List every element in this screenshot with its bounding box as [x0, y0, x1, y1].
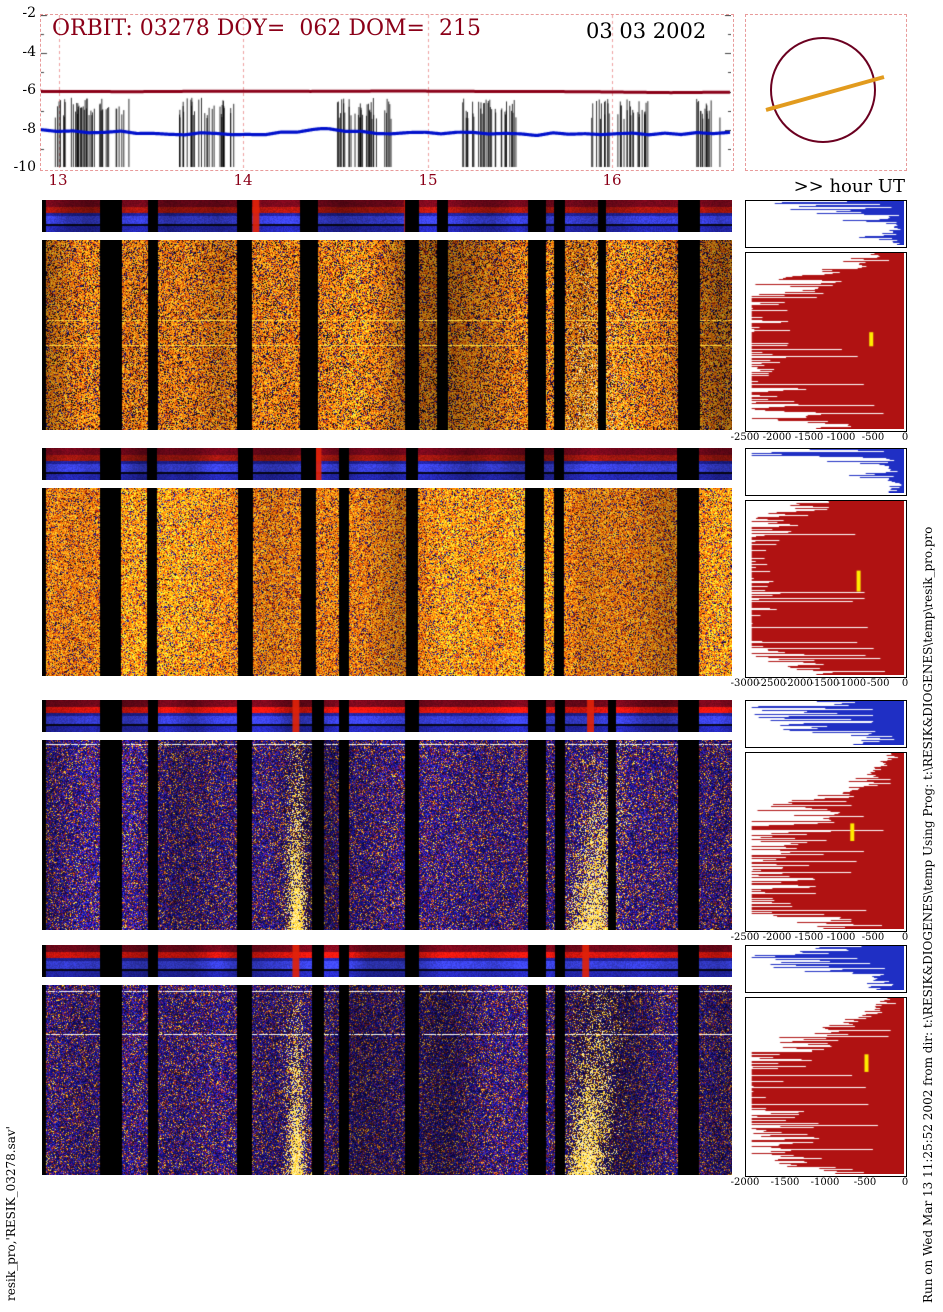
axis-tick-label: -1000 [826, 932, 856, 943]
spectrogram-canvas [42, 240, 732, 430]
y-tick-label: -8 [22, 121, 36, 137]
hour-ut-label: >> hour UT [793, 176, 905, 197]
blue-histogram-panel [745, 200, 907, 248]
y-tick-label: -2 [22, 5, 36, 21]
date-label: 03 03 2002 [586, 19, 707, 43]
blue-histogram-canvas [746, 449, 904, 493]
axis-tick-label: -1500 [794, 432, 824, 443]
axis-tick-label: -1500 [810, 678, 840, 689]
axis-tick-label: -2500 [757, 678, 787, 689]
axis-tick-label: -1000 [837, 678, 867, 689]
axis-tick-label: 0 [901, 678, 909, 689]
axis-tick-label: -500 [853, 1177, 877, 1188]
strip-spectrogram-canvas [42, 200, 732, 232]
red-histogram-canvas [746, 501, 904, 675]
axis-tick-label: -1000 [810, 1177, 840, 1188]
strip-spectrogram-canvas [42, 700, 732, 732]
axis-tick-label: -2000 [762, 432, 792, 443]
axis-tick-label: -2000 [783, 678, 813, 689]
run-info-footnote: Run on Wed Mar 13 11:25:52 2002 from dir… [921, 526, 935, 1303]
axis-tick-label: -500 [867, 678, 890, 689]
red-histogram-canvas [746, 753, 904, 929]
spectrogram-canvas [42, 985, 732, 1175]
axis-tick-label: 0 [901, 932, 909, 943]
axis-tick-label: -1500 [794, 932, 824, 943]
axis-tick-label: 0 [901, 432, 909, 443]
strip-spectrogram-canvas [42, 945, 732, 977]
hour-tick-label: 13 [48, 171, 68, 189]
axis-tick-label: -500 [861, 432, 885, 443]
hour-tick-label: 15 [418, 171, 438, 189]
solar-disk-panel [745, 14, 907, 171]
red-histogram-panel [745, 997, 907, 1177]
blue-histogram-panel [745, 700, 907, 748]
axis-tick-label: 0 [901, 1177, 909, 1188]
blue-histogram-canvas [746, 201, 904, 245]
blue-histogram-canvas [746, 701, 904, 745]
histogram-axis: -2000 -1500 -1000 -500 0 [731, 1177, 909, 1189]
histogram-axis: -2500 -2000 -1500 -1000 -500 0 [731, 432, 909, 444]
axis-tick-label: -1000 [826, 432, 856, 443]
histogram-axis: -2500 -2000 -1500 -1000 -500 0 [731, 932, 909, 944]
blue-histogram-panel [745, 945, 907, 993]
timeline-canvas [41, 15, 731, 168]
strip-spectrogram-canvas [42, 448, 732, 480]
axis-tick-label: -2000 [762, 932, 792, 943]
y-tick-label: -6 [22, 82, 36, 98]
axis-tick-label: -1500 [770, 1177, 800, 1188]
spectrogram-canvas [42, 740, 732, 930]
red-histogram-panel [745, 752, 907, 932]
axis-tick-label: -2000 [730, 1177, 760, 1188]
histogram-axis: -3000 -2500 -2000 -1500 -1000 -500 0 [731, 678, 909, 690]
y-tick-label: -10 [13, 159, 36, 175]
hour-tick-label: 16 [602, 171, 622, 189]
red-histogram-panel [745, 252, 907, 432]
blue-histogram-panel [745, 448, 907, 496]
axis-tick-label: -2500 [730, 432, 760, 443]
spectrogram-canvas [42, 488, 732, 676]
timeline-plot [40, 14, 734, 171]
savefile-footnote: resik_pro,'RESIK_03278.sav' [4, 1126, 18, 1301]
axis-tick-label: -500 [861, 932, 885, 943]
axis-tick-label: -3000 [730, 678, 760, 689]
sun-disk-icon [770, 37, 876, 143]
red-histogram-canvas [746, 998, 904, 1174]
solar-disk-drawing [765, 37, 885, 143]
red-histogram-canvas [746, 253, 904, 429]
red-histogram-panel [745, 500, 907, 678]
blue-histogram-canvas [746, 946, 904, 990]
orbit-title: ORBIT: 03278 DOY= 062 DOM= 215 [52, 16, 481, 41]
y-tick-label: -4 [22, 44, 36, 60]
axis-tick-label: -2500 [730, 932, 760, 943]
slit-line [765, 75, 885, 112]
hour-tick-label: 14 [233, 171, 253, 189]
